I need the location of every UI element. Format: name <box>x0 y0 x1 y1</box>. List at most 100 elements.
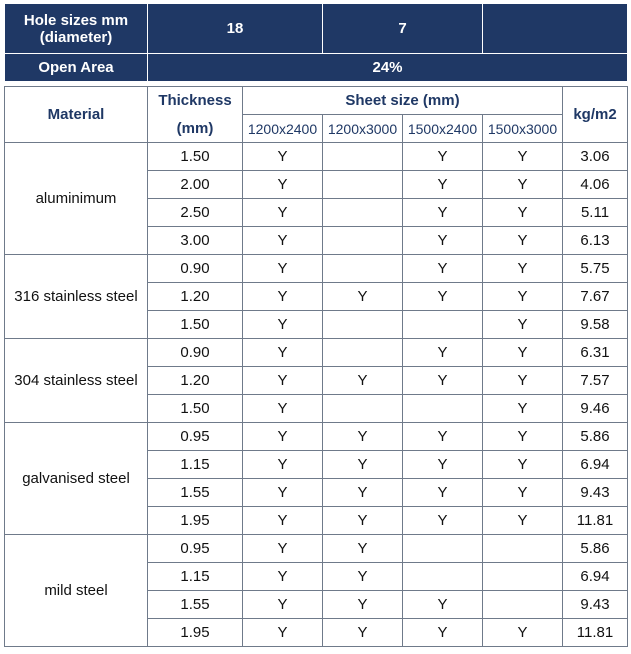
size-availability-cell <box>322 198 403 227</box>
size-availability-cell <box>482 590 563 619</box>
size-availability-cell: Y <box>402 450 483 479</box>
thickness-cell: 1.20 <box>147 366 243 395</box>
size-availability-cell: Y <box>402 198 483 227</box>
size-availability-cell: Y <box>242 478 323 507</box>
table-row: 1.55 Y Y Y 9.43 <box>5 590 628 619</box>
size-availability-cell <box>322 226 403 255</box>
size-availability-cell <box>322 310 403 339</box>
material-cell: 316 stainless steel <box>4 254 148 339</box>
weight-cell: 6.94 <box>562 450 628 479</box>
weight-cell: 9.43 <box>562 478 628 507</box>
thickness-cell: 1.95 <box>147 506 243 535</box>
size-availability-cell: Y <box>482 198 563 227</box>
thickness-cell: 1.55 <box>147 478 243 507</box>
weight-cell: 6.94 <box>562 562 628 591</box>
size-availability-cell: Y <box>322 478 403 507</box>
size-availability-cell: Y <box>322 506 403 535</box>
size-availability-cell <box>322 142 403 171</box>
thickness-cell: 3.00 <box>147 226 243 255</box>
thickness-cell: 2.50 <box>147 198 243 227</box>
table-row: 1.50 Y Y 9.58 <box>5 310 628 339</box>
size-availability-cell: Y <box>482 478 563 507</box>
weight-cell: 9.58 <box>562 310 628 339</box>
thickness-cell: 1.50 <box>147 310 243 339</box>
size-availability-cell: Y <box>482 618 563 647</box>
size-header-1: 1200x2400 <box>242 114 323 143</box>
size-availability-cell: Y <box>402 506 483 535</box>
thickness-cell: 1.15 <box>147 562 243 591</box>
open-area-label: Open Area <box>4 53 148 82</box>
size-availability-cell: Y <box>242 226 323 255</box>
size-availability-cell: Y <box>322 366 403 395</box>
size-availability-cell: Y <box>242 366 323 395</box>
table-row: 316 stainless steel 0.90 Y Y Y 5.75 <box>4 254 628 339</box>
size-availability-cell: Y <box>242 282 323 311</box>
size-availability-cell <box>402 394 483 423</box>
size-availability-cell: Y <box>322 562 403 591</box>
table-row: 1.95 Y Y Y Y 11.81 <box>5 618 628 647</box>
size-availability-cell: Y <box>242 198 323 227</box>
weight-header: kg/m2 <box>562 86 628 143</box>
size-availability-cell <box>402 534 483 563</box>
size-availability-cell: Y <box>482 282 563 311</box>
size-availability-cell: Y <box>482 450 563 479</box>
weight-cell: 4.06 <box>562 170 628 199</box>
size-availability-cell: Y <box>482 338 563 367</box>
table-row: galvanised steel 0.95 Y Y Y Y 5.86 <box>4 422 628 535</box>
weight-cell: 3.06 <box>562 142 628 171</box>
sheet-size-header: Sheet size (mm) <box>242 86 563 115</box>
size-availability-cell: Y <box>242 618 323 647</box>
size-availability-cell: Y <box>482 254 563 283</box>
size-availability-cell: Y <box>242 142 323 171</box>
size-availability-cell: Y <box>482 394 563 423</box>
size-header-3: 1500x2400 <box>402 114 483 143</box>
material-cell: aluminimum <box>4 142 148 255</box>
spec-table-container: Hole sizes mm (diameter) 18 7 Open Area … <box>4 3 628 647</box>
size-availability-cell: Y <box>482 226 563 255</box>
size-availability-cell: Y <box>402 170 483 199</box>
table-row: 2.50 Y Y Y 5.11 <box>5 198 628 227</box>
size-availability-cell: Y <box>482 170 563 199</box>
size-availability-cell <box>322 394 403 423</box>
weight-cell: 11.81 <box>562 618 628 647</box>
thickness-cell: 1.15 <box>147 450 243 479</box>
material-header: Material <box>4 86 148 143</box>
size-availability-cell: Y <box>482 310 563 339</box>
weight-cell: 9.46 <box>562 394 628 423</box>
size-availability-cell: Y <box>402 254 483 283</box>
thickness-cell: 1.20 <box>147 282 243 311</box>
size-availability-cell: Y <box>242 338 323 367</box>
size-availability-cell: Y <box>322 590 403 619</box>
size-availability-cell <box>482 534 563 563</box>
table-row: 1.50 Y Y 9.46 <box>5 394 628 423</box>
size-availability-cell: Y <box>482 422 563 451</box>
thickness-cell: 0.95 <box>147 534 243 563</box>
hole-size-value-1: 18 <box>147 3 323 54</box>
size-availability-cell: Y <box>242 506 323 535</box>
hole-size-label: Hole sizes mm (diameter) <box>4 3 148 54</box>
size-availability-cell: Y <box>482 142 563 171</box>
size-availability-cell: Y <box>402 618 483 647</box>
open-area-value: 24% <box>147 53 628 82</box>
column-header-row-1: Material Thickness Sheet size (mm) kg/m2 <box>4 86 628 143</box>
size-header-4: 1500x3000 <box>482 114 563 143</box>
table-row: 1.15 Y Y Y Y 6.94 <box>5 450 628 479</box>
size-availability-cell <box>482 562 563 591</box>
weight-cell: 6.31 <box>562 338 628 367</box>
thickness-cell: 1.50 <box>147 394 243 423</box>
material-cell: 304 stainless steel <box>4 338 148 423</box>
size-availability-cell: Y <box>242 590 323 619</box>
open-area-row: Open Area 24% <box>4 53 628 82</box>
size-availability-cell <box>322 254 403 283</box>
size-availability-cell: Y <box>242 254 323 283</box>
size-availability-cell: Y <box>322 450 403 479</box>
size-availability-cell: Y <box>402 478 483 507</box>
size-availability-cell: Y <box>322 534 403 563</box>
thickness-cell: 0.90 <box>147 254 243 283</box>
size-availability-cell: Y <box>402 590 483 619</box>
table-row: mild steel 0.95 Y Y 5.86 <box>4 534 628 647</box>
size-availability-cell: Y <box>242 310 323 339</box>
thickness-cell: 1.95 <box>147 618 243 647</box>
size-availability-cell: Y <box>322 282 403 311</box>
table-row: 1.20 Y Y Y Y 7.67 <box>5 282 628 311</box>
